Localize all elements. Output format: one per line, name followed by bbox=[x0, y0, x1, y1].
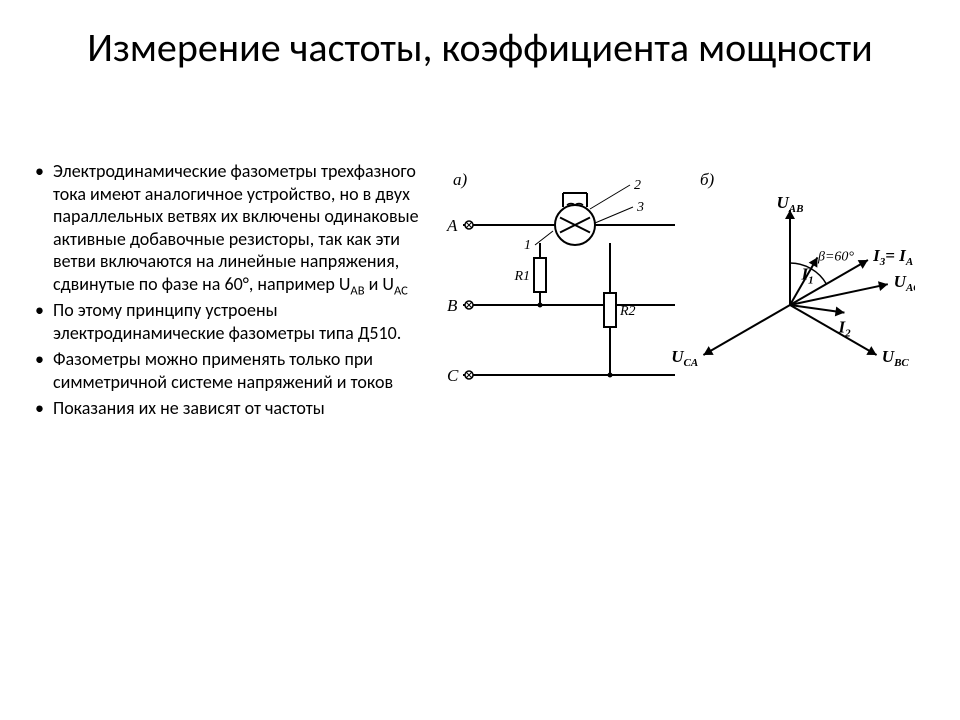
svg-text:I3= IA: I3= IA bbox=[872, 246, 913, 268]
bullet-text: Электродинамические фазометры трехфазног… bbox=[53, 160, 435, 295]
svg-text:2: 2 bbox=[634, 178, 641, 193]
svg-text:a): a) bbox=[453, 170, 468, 189]
svg-text:β=60°: β=60° bbox=[817, 250, 854, 265]
bullet-dot: • bbox=[35, 397, 53, 420]
svg-text:1: 1 bbox=[524, 238, 531, 253]
svg-text:B: B bbox=[447, 296, 458, 315]
svg-text:UCA: UCA bbox=[671, 347, 698, 369]
bullet-dot: • bbox=[35, 160, 53, 183]
svg-text:UAB: UAB bbox=[777, 193, 804, 215]
svg-text:A: A bbox=[446, 216, 458, 235]
svg-text:UAC: UAC bbox=[894, 272, 915, 294]
figure: a)ABC123R1R2б)UABI3= IAUACI1I2UBCUCAβ=60… bbox=[445, 165, 915, 435]
bullet-item: •Электродинамические фазометры трехфазно… bbox=[35, 160, 435, 295]
svg-text:3: 3 bbox=[636, 200, 644, 215]
bullet-item: •Фазометры можно применять только при си… bbox=[35, 348, 435, 393]
bullet-text: По этому принципу устроены электродинами… bbox=[53, 299, 435, 344]
slide: Измерение частоты, коэффициента мощности… bbox=[0, 0, 960, 720]
bullet-text: Фазометры можно применять только при сим… bbox=[53, 348, 435, 393]
svg-text:C: C bbox=[447, 366, 459, 385]
svg-text:б): б) bbox=[700, 170, 715, 189]
bullet-item: •По этому принципу устроены электродинам… bbox=[35, 299, 435, 344]
bullet-item: •Показания их не зависят от частоты bbox=[35, 397, 435, 420]
bullet-list: •Электродинамические фазометры трехфазно… bbox=[35, 160, 435, 424]
svg-text:UBC: UBC bbox=[882, 347, 910, 369]
svg-text:R1: R1 bbox=[513, 269, 530, 284]
bullet-text: Показания их не зависят от частоты bbox=[53, 397, 435, 420]
bullet-dot: • bbox=[35, 348, 53, 371]
page-title: Измерение частоты, коэффициента мощности bbox=[0, 25, 960, 71]
svg-text:R2: R2 bbox=[619, 304, 636, 319]
bullet-dot: • bbox=[35, 299, 53, 322]
